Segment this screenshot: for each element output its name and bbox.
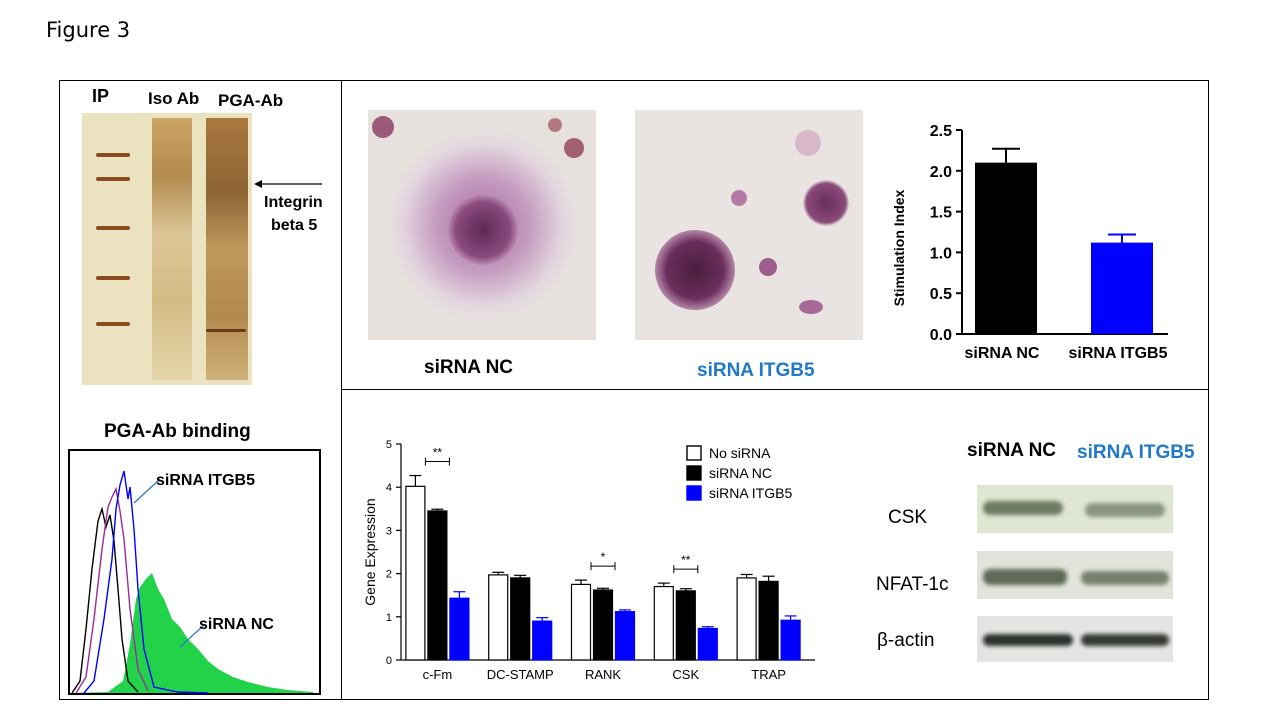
y-tick-label: 1.5 — [930, 205, 952, 222]
significance-label: ** — [433, 446, 443, 460]
blot-nfat — [977, 551, 1173, 599]
bar — [510, 577, 531, 661]
significance-label: ** — [681, 553, 691, 567]
legend-swatch — [686, 485, 702, 501]
y-tick-label: 2 — [386, 569, 392, 581]
pga-ab-label: PGA-Ab — [218, 91, 284, 110]
bar — [614, 611, 636, 661]
y-tick-label: 3 — [386, 525, 392, 537]
bar — [780, 619, 801, 661]
western-row-nfat: NFAT-1c — [876, 574, 949, 595]
legend-swatch — [686, 445, 702, 461]
flow-label-itgb5: siRNA ITGB5 — [156, 472, 255, 489]
y-tick-label: 0 — [386, 655, 392, 667]
y-tick-label: 0.0 — [930, 327, 952, 344]
bar — [488, 574, 509, 661]
bar — [570, 583, 592, 661]
flow-histogram — [68, 449, 321, 695]
y-tick-label: 2.0 — [930, 164, 952, 181]
bar — [592, 589, 614, 661]
x-tick-label: CSK — [672, 667, 699, 682]
legend-label: No siRNA — [709, 445, 771, 461]
bar — [975, 162, 1037, 334]
iso-ab-label: Iso Ab — [148, 89, 200, 108]
western-row-csk: CSK — [888, 507, 928, 528]
x-tick-label: siRNA ITGB5 — [1069, 345, 1168, 362]
y-tick-label: 4 — [386, 482, 392, 494]
bar — [427, 510, 448, 661]
bar — [758, 580, 779, 661]
western-row-actin: β-actin — [877, 630, 935, 651]
y-tick-label: 2.5 — [930, 123, 952, 140]
x-tick-label: DC-STAMP — [487, 667, 554, 682]
bar — [653, 585, 674, 661]
blot-actin — [977, 616, 1173, 662]
legend-label: siRNA ITGB5 — [709, 485, 792, 501]
bar — [405, 485, 426, 661]
y-axis-label: Gene Expression — [362, 498, 378, 605]
figure-title: Figure 3 — [46, 18, 131, 42]
bar — [1091, 242, 1153, 334]
legend-swatch — [686, 465, 702, 481]
bar — [675, 590, 696, 661]
bar — [532, 620, 553, 661]
integrin-label-line2: beta 5 — [271, 217, 318, 234]
bar — [697, 627, 718, 661]
significance-label: * — [601, 550, 606, 564]
blot-csk — [977, 485, 1173, 533]
stimulation-index-chart: Stimulation Index 0.0 0.5 1.0 1.5 2.0 2.5 siRN… — [891, 123, 1168, 362]
legend-label: siRNA NC — [709, 465, 772, 481]
x-tick-label: c-Fm — [423, 667, 453, 682]
integrin-label-line1: Integrin — [264, 194, 323, 211]
y-axis-label: Stimulation Index — [891, 189, 907, 306]
bar — [736, 577, 757, 661]
flow-title: PGA-Ab binding — [104, 421, 251, 442]
bar — [449, 597, 470, 661]
silver-stain-gel — [82, 113, 252, 385]
flow-label-nc: siRNA NC — [199, 616, 274, 633]
y-tick-label: 5 — [386, 439, 392, 451]
western-col-nc: siRNA NC — [967, 440, 1057, 461]
histogram-black — [71, 506, 139, 694]
panel-divider-vertical — [341, 80, 342, 700]
x-tick-label: siRNA NC — [965, 345, 1040, 362]
ip-label: IP — [92, 86, 110, 106]
histogram-itgb5 — [83, 470, 209, 694]
figure-frame — [59, 80, 1209, 700]
histogram-purple — [75, 486, 149, 694]
x-tick-label: RANK — [585, 667, 621, 682]
micrograph-label-nc: siRNA NC — [424, 357, 514, 378]
micrograph-itgb5 — [635, 110, 863, 340]
micrograph-nc — [368, 110, 596, 340]
panel-divider-horizontal — [341, 389, 1209, 390]
histogram-nc-fill — [70, 573, 313, 693]
micrograph-label-itgb5: siRNA ITGB5 — [697, 360, 815, 381]
x-tick-label: TRAP — [751, 667, 786, 682]
y-tick-label: 1.0 — [930, 245, 952, 262]
gene-expression-chart: Gene Expression 0 1 2 3 4 5 c-Fm DC-STAMP RANK CS… — [362, 439, 815, 682]
western-col-itgb5: siRNA ITGB5 — [1077, 442, 1195, 463]
integrin-arrow — [254, 180, 322, 188]
y-tick-label: 1 — [386, 612, 392, 624]
y-tick-label: 0.5 — [930, 286, 952, 303]
